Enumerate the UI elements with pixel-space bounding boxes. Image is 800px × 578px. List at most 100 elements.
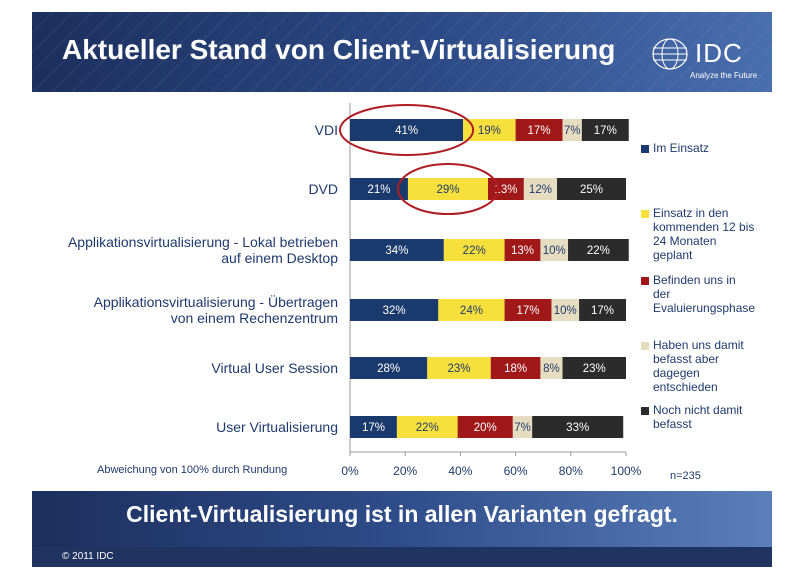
bar-segment xyxy=(557,178,626,200)
data-label: 22% xyxy=(587,245,610,257)
bar-segment xyxy=(350,299,439,321)
x-tick-label: 20% xyxy=(393,464,417,478)
data-label: 41% xyxy=(395,125,418,137)
legend-label-line: Haben uns damit xyxy=(653,338,744,352)
bar-segment xyxy=(504,299,552,321)
data-label: 13% xyxy=(511,245,534,257)
legend-label-line: geplant xyxy=(653,248,693,262)
legend-label: Im Einsatz xyxy=(653,141,775,155)
data-label: 23% xyxy=(583,363,606,375)
highlight-circle xyxy=(339,104,475,156)
bar-segment xyxy=(562,119,582,141)
category-label-line: Applikationsvirtualisierung - Übertragen xyxy=(94,293,338,310)
category-label-line: auf einem Desktop xyxy=(221,250,338,266)
idc-logo: IDC Analyze the Future xyxy=(650,38,760,84)
data-label: 10% xyxy=(543,245,566,257)
legend-label-line: Noch nicht damit xyxy=(653,403,743,417)
legend-label-line: der xyxy=(653,287,671,301)
data-label: 8% xyxy=(543,363,560,375)
category-label-line: Virtual User Session xyxy=(211,360,338,376)
footer-bar: © 2011 IDC xyxy=(32,547,772,567)
legend-label-line: befasst aber xyxy=(653,352,720,366)
category-label: Applikationsvirtualisierung - Übertragen… xyxy=(94,293,338,326)
x-tick-label: 40% xyxy=(448,464,472,478)
data-label: 22% xyxy=(463,245,486,257)
title-banner: Aktueller Stand von Client-Virtualisieru… xyxy=(32,12,772,92)
bar-segment xyxy=(532,416,624,438)
legend-label-line: 24 Monaten xyxy=(653,234,717,248)
legend-swatch xyxy=(641,342,649,350)
conclusion-banner: Client-Virtualisierung ist in allen Vari… xyxy=(32,491,772,547)
data-label: 32% xyxy=(383,305,406,317)
x-tick-label: 0% xyxy=(341,464,359,478)
category-label: DVD xyxy=(308,181,338,197)
bar-segment xyxy=(512,416,533,438)
bar-segment xyxy=(540,239,569,261)
bar-segment xyxy=(350,416,397,438)
category-label: VDI xyxy=(315,122,338,138)
legend-label-line: Einsatz in den xyxy=(653,206,729,220)
bar-segment xyxy=(504,239,541,261)
legend-label-line: Befinden uns in xyxy=(653,273,736,287)
data-label: 21% xyxy=(367,184,390,196)
data-label: 17% xyxy=(594,125,617,137)
data-label: 19% xyxy=(478,125,501,137)
bar-segment xyxy=(540,357,563,379)
data-label: 34% xyxy=(385,245,408,257)
data-label: 22% xyxy=(416,422,439,434)
bar-segment xyxy=(568,239,629,261)
legend-swatch xyxy=(641,210,649,218)
bar-segment xyxy=(457,416,513,438)
category-label: Applikationsvirtualisierung - Lokal betr… xyxy=(68,234,338,266)
bar-segment xyxy=(515,119,563,141)
bar-segment xyxy=(562,357,626,379)
bar-segment xyxy=(350,119,464,141)
data-label: 20% xyxy=(474,422,497,434)
legend-label-line: Im Einsatz xyxy=(653,141,710,155)
data-label: 25% xyxy=(580,184,603,196)
legend-label-line: befasst xyxy=(653,417,692,431)
data-label: 12% xyxy=(529,184,552,196)
bar-segment xyxy=(490,357,541,379)
bar-segment xyxy=(443,239,505,261)
highlight-circle xyxy=(396,163,500,215)
category-label-line: User Virtualisierung xyxy=(216,419,338,435)
legend-label: Befinden uns in der Evaluierungsphase xyxy=(653,273,775,315)
globe-icon xyxy=(652,38,688,70)
data-label: 17% xyxy=(591,305,614,317)
bar-segment xyxy=(551,299,580,321)
x-tick-label: 60% xyxy=(504,464,528,478)
legend-label-line: dagegen xyxy=(653,366,700,380)
bar-segment xyxy=(350,357,428,379)
rounding-note: Abweichung von 100% durch Rundung xyxy=(97,464,288,476)
legend-label-line: Evaluierungsphase xyxy=(653,301,756,315)
bar-segment xyxy=(407,178,488,200)
data-label: 28% xyxy=(377,363,400,375)
category-label-line: von einem Rechenzentrum xyxy=(171,310,338,326)
bar-segment xyxy=(427,357,491,379)
bar-segment xyxy=(350,239,444,261)
data-label: 24% xyxy=(460,305,483,317)
conclusion-text: Client-Virtualisierung ist in allen Vari… xyxy=(126,501,678,527)
data-label: 7% xyxy=(514,422,531,434)
legend-label-line: kommenden 12 bis xyxy=(653,220,755,234)
x-tick-label: 80% xyxy=(559,464,583,478)
logo-tagline: Analyze the Future xyxy=(690,71,758,80)
bar-segment xyxy=(396,416,458,438)
sample-size: n=235 xyxy=(670,470,701,482)
data-label: 18% xyxy=(504,363,527,375)
page-title: Aktueller Stand von Client-Virtualisieru… xyxy=(62,34,616,65)
header-pattern xyxy=(32,12,772,92)
bar-segment xyxy=(350,178,408,200)
legend-swatch xyxy=(641,407,649,415)
data-label: 33% xyxy=(566,422,589,434)
data-label: 17% xyxy=(517,305,540,317)
bar-segment xyxy=(438,299,505,321)
category-label: Virtual User Session xyxy=(211,360,338,376)
bar-segment xyxy=(581,119,629,141)
legend-label: Noch nicht damit befasst xyxy=(653,403,775,431)
logo-text: IDC xyxy=(695,38,743,68)
data-label: 10% xyxy=(554,305,577,317)
data-label: 23% xyxy=(448,363,471,375)
